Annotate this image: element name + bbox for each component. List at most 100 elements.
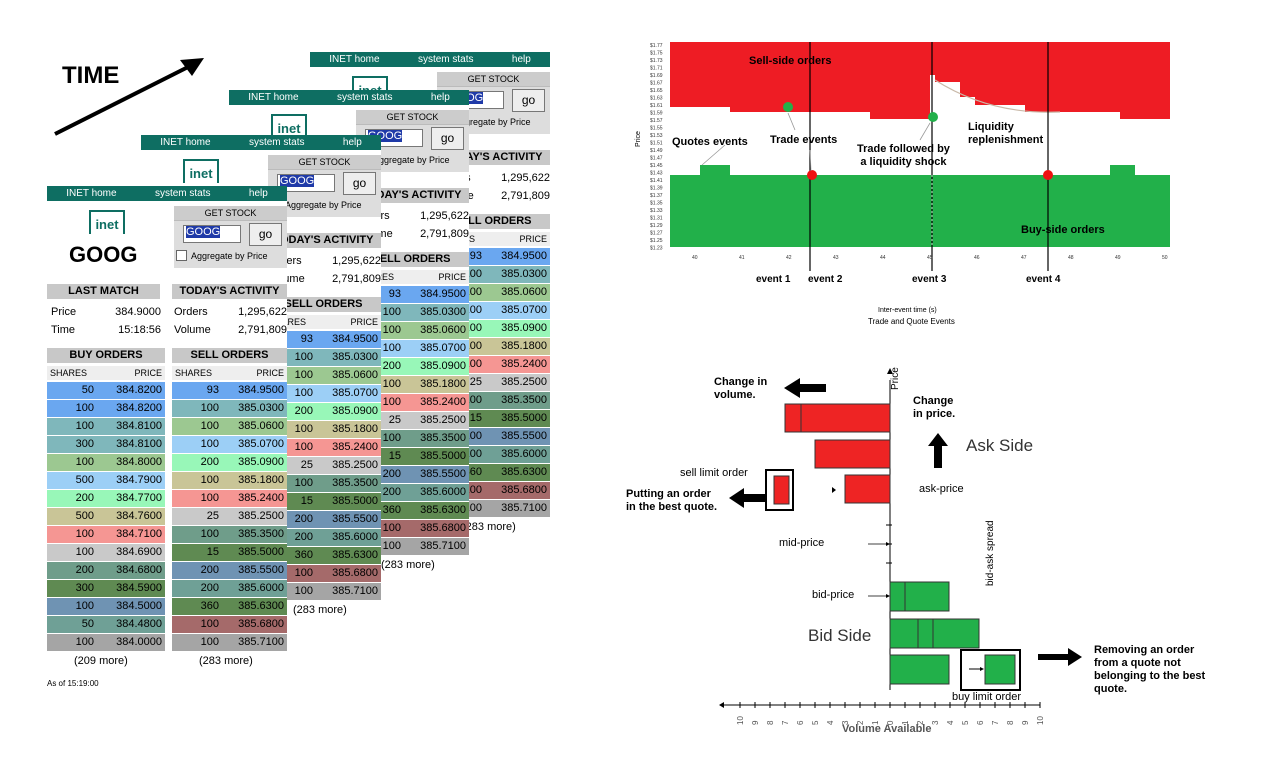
buy-side-label: Buy-side orders <box>1021 224 1105 236</box>
bid-bar-1 <box>889 581 950 612</box>
stock-symbol: GOOG <box>69 242 138 267</box>
bid-bar-3 <box>889 654 950 685</box>
go-button[interactable]: go <box>343 172 376 195</box>
nav-link-0[interactable]: INET home <box>66 188 117 199</box>
nav-link-1[interactable]: system stats <box>154 188 211 199</box>
symbol-input[interactable]: GOOG <box>183 225 241 243</box>
svg-text:$1.75: $1.75 <box>650 51 663 57</box>
inet-logo: inet <box>89 210 125 234</box>
volume-tick-label: 7 <box>781 720 790 725</box>
svg-text:$1.35: $1.35 <box>650 201 663 207</box>
svg-text:$1.59: $1.59 <box>650 111 663 117</box>
sell-order-row: 100 385.0600 <box>354 322 469 340</box>
lob-xlabel2: Trade and Quote Events <box>868 317 955 326</box>
svg-text:44: 44 <box>880 255 886 261</box>
svg-text:41: 41 <box>739 255 745 261</box>
sell-orders-header: SELL ORDERS <box>172 348 287 363</box>
svg-text:$1.63: $1.63 <box>650 96 663 102</box>
change-volume-label: Change in volume. <box>714 376 768 401</box>
nav-link-0[interactable]: INET home <box>248 92 299 103</box>
sell-orders-list: 93 384.9500 100 385.0300 100 385.0600 100 385.0… <box>266 331 381 601</box>
sell-more-link[interactable]: (283 more) <box>381 559 435 571</box>
go-button[interactable]: go <box>249 223 282 246</box>
sell-order-row: 100 385.2400 <box>354 394 469 412</box>
sell-order-row: 100 385.3500 <box>172 526 287 544</box>
sell-order-row: 15 385.5000 <box>266 493 381 511</box>
aggregate-checkbox[interactable]: Aggregate by Price <box>176 250 268 261</box>
sell-order-row: 100 385.0300 <box>266 349 381 367</box>
sell-order-row: 100 385.7100 <box>172 634 287 652</box>
go-button[interactable]: go <box>512 89 545 112</box>
volume-tick-label: 8 <box>1006 720 1015 725</box>
svg-text:$1.37: $1.37 <box>650 193 663 199</box>
sell-more-link[interactable]: (283 more) <box>462 521 516 533</box>
go-button[interactable]: go <box>431 127 464 150</box>
sell-order-row: 100 385.0600 <box>266 367 381 385</box>
buy-more-link[interactable]: (209 more) <box>74 655 128 667</box>
svg-text:46: 46 <box>974 255 980 261</box>
sell-order-row: 100 385.0300 <box>354 304 469 322</box>
trade-shock-label: Trade followed by a liquidity shock <box>857 143 950 168</box>
nav-link-0[interactable]: INET home <box>160 137 211 148</box>
svg-text:$1.61: $1.61 <box>650 103 663 109</box>
sell-order-row: 200 385.0900 <box>354 358 469 376</box>
svg-text:45: 45 <box>927 255 933 261</box>
sell-limit-label: sell limit order <box>680 467 748 479</box>
nav-link-1[interactable]: system stats <box>248 137 305 148</box>
nav-link-1[interactable]: system stats <box>336 92 393 103</box>
sell-more-link[interactable]: (283 more) <box>199 655 253 667</box>
svg-text:$1.67: $1.67 <box>650 81 663 87</box>
sell-order-row: 200 385.6000 <box>266 529 381 547</box>
sell-more-link[interactable]: (283 more) <box>293 604 347 616</box>
get-stock-header: GET STOCK <box>174 206 287 221</box>
sell-order-row: 200 385.6000 <box>172 580 287 598</box>
nav-link-2[interactable]: help <box>342 137 362 148</box>
ask-price-label: ask-price <box>919 483 964 495</box>
volume-tick-label: 9 <box>751 720 760 725</box>
svg-text:48: 48 <box>1068 255 1074 261</box>
svg-text:$1.27: $1.27 <box>650 231 663 237</box>
sell-order-row: 93 384.9500 <box>354 286 469 304</box>
sell-order-row: 100 385.3500 <box>354 430 469 448</box>
buy-limit-label: buy limit order <box>952 691 1022 703</box>
event2-label: event 2 <box>808 274 843 285</box>
sell-order-row: 200 385.5500 <box>266 511 381 529</box>
lob-ylabel: Price <box>635 131 642 147</box>
svg-text:$1.41: $1.41 <box>650 178 663 184</box>
bid-bar-2 <box>889 618 980 649</box>
nav-link-2[interactable]: help <box>248 188 268 199</box>
svg-text:$1.47: $1.47 <box>650 156 663 162</box>
putting-order-label: Putting an order in the best quote. <box>626 488 718 513</box>
symbol-input[interactable]: GOOG <box>277 174 335 192</box>
nav-link-2[interactable]: help <box>511 54 531 65</box>
activity-header: TODAY'S ACTIVITY <box>266 233 381 248</box>
ask-side-label: Ask Side <box>966 436 1034 455</box>
nav-link-2[interactable]: help <box>430 92 450 103</box>
nav-link-0[interactable]: INET home <box>329 54 380 65</box>
sell-order-row: 100 385.0700 <box>172 436 287 454</box>
svg-text:$1.49: $1.49 <box>650 148 663 154</box>
svg-text:$1.33: $1.33 <box>650 208 663 214</box>
mid-price-label: mid-price <box>779 537 825 549</box>
svg-text:49: 49 <box>1115 255 1121 261</box>
sell-order-row: 360 385.6300 <box>172 598 287 616</box>
inet-panel-front: INET home system stats help inet GOOG GET STO… <box>47 186 287 688</box>
sell-orders-header: SELL ORDERS <box>354 252 469 267</box>
svg-text:$1.71: $1.71 <box>650 66 663 72</box>
lob-chart: $1.77 $1.75$1.73 $1.71$1.69 $1.67$1.65 $1.63… <box>635 42 1170 271</box>
price-axis-label: Price <box>890 367 901 390</box>
volume-tick-label: 3 <box>841 720 850 725</box>
volume-tick-label: 5 <box>811 720 820 725</box>
sell-orders-list: 93 384.9500 100 385.0300 100 385.0600 100 385.0… <box>435 248 550 518</box>
nav-link-1[interactable]: system stats <box>417 54 474 65</box>
buy-orders-header: BUY ORDERS <box>47 348 165 363</box>
